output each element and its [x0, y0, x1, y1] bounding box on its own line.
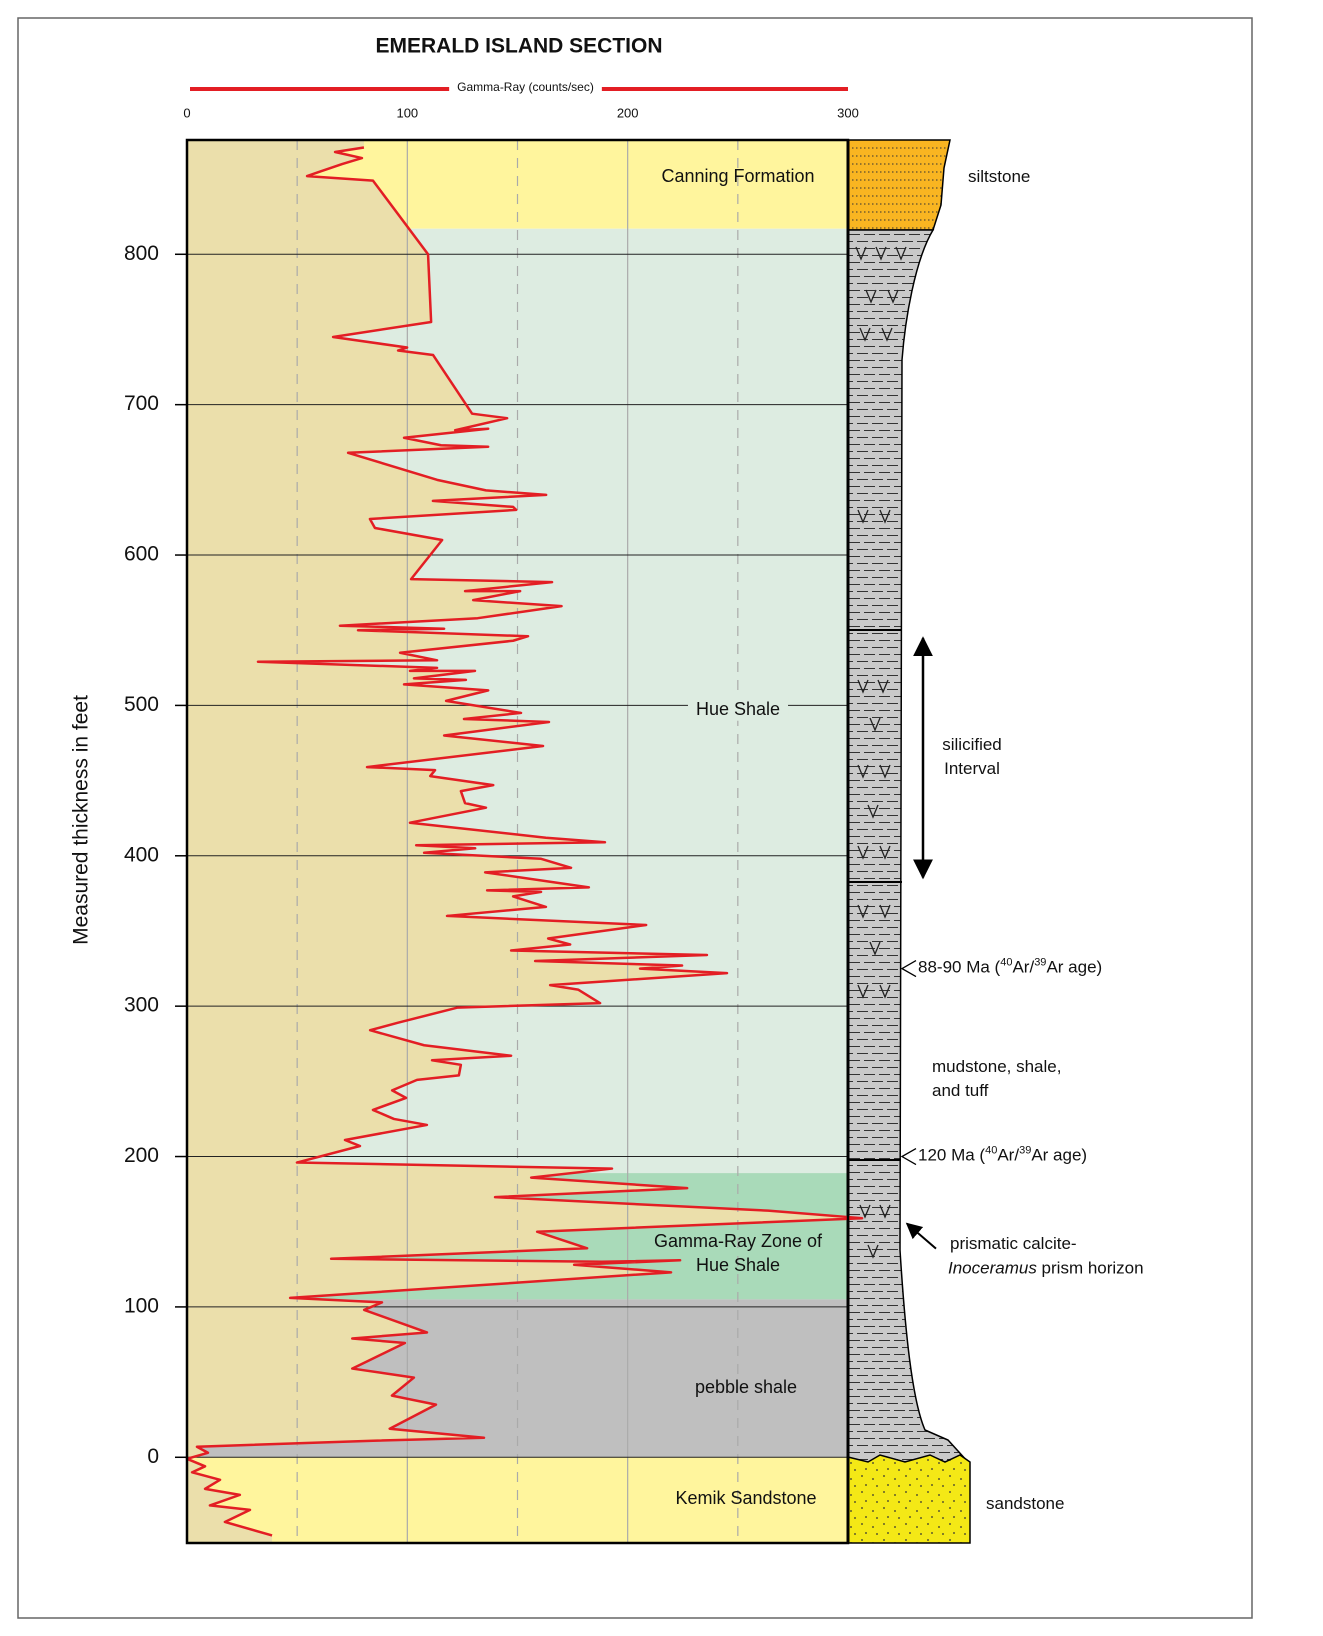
zone-label: Gamma-Ray Zone of Hue Shale [654, 1231, 823, 1275]
lithology-column [846, 139, 971, 1544]
lithology-label: siltstone [968, 167, 1030, 186]
zone-label: Hue Shale [696, 699, 780, 719]
y-tick-label: 200 [124, 1144, 159, 1167]
prism-label: Inoceramus prism horizon [948, 1259, 1144, 1278]
age-marker [900, 1147, 917, 1166]
log-fill [187, 140, 863, 1543]
tuff-symbols [855, 246, 907, 1259]
zone-label-line: Hue Shale [696, 699, 780, 719]
plot-border [185, 138, 850, 1545]
superscript: 40 [1000, 956, 1012, 968]
lithology-label-line: siltstone [968, 167, 1030, 186]
chart-title: EMERALD ISLAND SECTION [375, 35, 662, 58]
prism-label: prismatic calcite- [950, 1234, 1077, 1253]
unit-boundary [848, 629, 902, 1161]
silicified-label-line: Interval [944, 759, 1000, 778]
x-tick-label: 200 [617, 105, 639, 120]
y-tick-label: 500 [124, 693, 159, 716]
prism-label-italic: Inoceramus [948, 1259, 1037, 1278]
zone-label-line: Hue Shale [696, 1255, 780, 1275]
zone-label: Canning Formation [661, 166, 814, 186]
zone-label-line: Kemik Sandstone [675, 1488, 816, 1508]
x-tick-label: 300 [837, 105, 859, 120]
y-tick-label: 400 [124, 843, 159, 866]
y-tick-label: 100 [124, 1294, 159, 1317]
siltstone-unit [847, 139, 951, 231]
x-axis-label: Gamma-Ray (counts/sec) [457, 80, 594, 94]
x-tick-label: 0 [183, 105, 190, 120]
zone-label: pebble shale [695, 1377, 797, 1397]
y-tick-label: 800 [124, 242, 159, 265]
lithology-label-line: and tuff [932, 1081, 989, 1100]
mudstone-unit [847, 229, 970, 1463]
y-axis-label: Measured thickness in feet [70, 695, 93, 945]
y-tick-label: 700 [124, 392, 159, 415]
y-tick-label: 600 [124, 543, 159, 566]
lithology-label-line: sandstone [986, 1494, 1064, 1513]
sandstone-unit [847, 1454, 971, 1544]
age-marker [900, 960, 917, 978]
plot-area [187, 140, 863, 1543]
silicified-label-line: silicified [942, 735, 1002, 754]
superscript: 39 [1034, 956, 1046, 968]
age-label-part: Ar age) [1046, 958, 1102, 977]
lithology-label: mudstone, shale, and tuff [932, 1057, 1061, 1100]
superscript: 39 [1019, 1144, 1031, 1156]
lithology-label-line: mudstone, shale, [932, 1057, 1061, 1076]
label-background [687, 696, 789, 721]
age-label-part: Ar age) [1031, 1146, 1087, 1165]
prism-arrow [905, 1222, 937, 1250]
lithology-label: sandstone [986, 1494, 1064, 1513]
zone-label-line: pebble shale [695, 1377, 797, 1397]
y-tick-label: 0 [147, 1445, 159, 1468]
age-label: 120 Ma (40Ar/39Ar age) [918, 1144, 1087, 1165]
x-tick-label: 100 [396, 105, 418, 120]
age-label-part: 88-90 Ma ( [918, 958, 1001, 977]
frame [17, 17, 1253, 1619]
age-label-part: Ar/ [997, 1146, 1019, 1165]
y-tick-label: 300 [124, 994, 159, 1017]
age-label-part: Ar/ [1012, 958, 1034, 977]
silicified-label: silicified Interval [942, 735, 1002, 778]
superscript: 40 [985, 1144, 997, 1156]
gamma-ray-curve [185, 146, 864, 1537]
zone-label-line: Gamma-Ray Zone of [654, 1231, 823, 1251]
age-label: 88-90 Ma (40Ar/39Ar age) [918, 956, 1102, 977]
zone-label: Kemik Sandstone [675, 1488, 816, 1508]
age-label-part: 120 Ma ( [918, 1146, 985, 1165]
prism-label-rest: prism horizon [1037, 1259, 1144, 1278]
zone-label-line: Canning Formation [661, 166, 814, 186]
